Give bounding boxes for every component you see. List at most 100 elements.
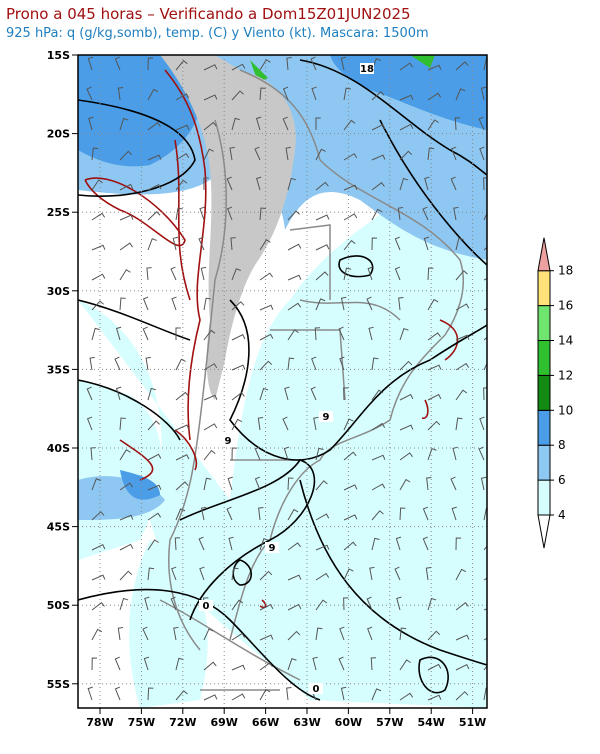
wind-barb xyxy=(86,86,93,101)
wind-barb xyxy=(170,596,177,611)
wind-barb xyxy=(315,148,326,161)
wind-barb xyxy=(88,116,94,131)
wind-barb xyxy=(395,536,402,551)
map-frame xyxy=(77,54,488,709)
wind-barb xyxy=(203,177,209,191)
wind-barb xyxy=(175,454,190,461)
wind-barb xyxy=(310,386,317,401)
wind-barb xyxy=(198,536,205,551)
wind-barb xyxy=(119,269,131,281)
wind-barb xyxy=(455,61,469,71)
wind-barb xyxy=(114,686,121,701)
colorbar-label: 6 xyxy=(558,473,566,487)
wind-barb xyxy=(147,238,157,251)
wind-barb xyxy=(343,153,358,161)
wind-barb xyxy=(423,236,430,251)
wind-barb xyxy=(427,298,439,311)
lon-label: 60W xyxy=(335,716,362,729)
wind-barb xyxy=(427,694,442,701)
wind-barb xyxy=(455,237,464,251)
wind-barb xyxy=(91,544,106,551)
wind-barb xyxy=(315,513,330,521)
wind-barb xyxy=(175,657,184,671)
wind-barb xyxy=(399,478,411,491)
wind-barb xyxy=(91,244,106,251)
wind-barb xyxy=(91,300,104,311)
wind-barb xyxy=(259,387,269,401)
colorbar-label: 16 xyxy=(558,299,573,313)
wind-barb xyxy=(226,176,233,191)
wind-barb xyxy=(340,686,347,701)
wind-barb xyxy=(142,626,149,641)
wind-barb xyxy=(315,117,321,131)
wind-barb xyxy=(426,477,432,491)
wind-barb xyxy=(171,296,177,311)
wind-barb xyxy=(91,657,98,671)
wind-barb xyxy=(367,626,373,641)
colorbar-label: 10 xyxy=(558,403,573,417)
wind-barb xyxy=(231,567,239,581)
wind-barb xyxy=(366,596,373,611)
wind-barb xyxy=(227,476,233,491)
wind-barb xyxy=(427,267,434,281)
wind-barb xyxy=(231,268,241,281)
wind-barb xyxy=(394,266,401,281)
wind-barb xyxy=(147,122,161,131)
lon-label: 78W xyxy=(86,716,113,729)
wind-barb xyxy=(231,301,245,311)
wind-barb xyxy=(119,297,126,311)
wind-barb xyxy=(255,176,262,191)
wind-barb xyxy=(427,630,441,641)
wind-barb xyxy=(315,480,328,491)
map-area: 18 9 9 9 0 0 xyxy=(78,55,487,708)
wind-barb xyxy=(315,599,328,611)
wind-barb xyxy=(427,64,442,71)
wind-barb xyxy=(450,176,457,191)
wind-barb xyxy=(198,236,205,251)
wind-barb xyxy=(343,418,354,431)
wind-barb xyxy=(258,507,264,521)
wind-barb xyxy=(175,59,188,71)
contour-label: 18 xyxy=(360,64,374,75)
wind-barb xyxy=(119,417,126,431)
wind-barb xyxy=(231,418,243,431)
wind-barb xyxy=(287,574,302,581)
contour-label-bg xyxy=(265,542,279,553)
wind-barb xyxy=(203,423,218,431)
wind-barb xyxy=(175,391,189,401)
wind-barb xyxy=(287,329,299,341)
colorbar-label: 12 xyxy=(558,368,573,382)
wind-barb xyxy=(175,124,190,131)
wind-barb xyxy=(371,357,379,371)
lon-label: 72W xyxy=(169,716,196,729)
wind-barb xyxy=(315,181,329,191)
wind-barb xyxy=(284,386,290,401)
wind-barb xyxy=(203,694,218,701)
wind-barb xyxy=(343,568,354,581)
wind-barb xyxy=(340,296,347,311)
wind-barb xyxy=(231,664,246,671)
wind-barb xyxy=(203,121,217,131)
wind-barb xyxy=(143,656,150,671)
wind-barb xyxy=(147,57,154,71)
lon-label: 54W xyxy=(417,716,444,729)
wind-barb xyxy=(175,93,190,101)
wind-barb xyxy=(231,391,245,401)
wind-barb xyxy=(287,542,301,551)
lat-label: 35S xyxy=(47,363,70,376)
wind-barb xyxy=(455,303,470,311)
subtitle: 925 hPa: q (g/kg,somb), temp. (C) y Vien… xyxy=(6,26,429,41)
wind-barb xyxy=(259,239,271,251)
wind-barb xyxy=(173,626,179,641)
wind-barb xyxy=(91,179,103,191)
wind-barb xyxy=(203,661,217,671)
wind-barb xyxy=(427,332,441,341)
contour-label: 9 xyxy=(225,436,232,447)
wind-barb xyxy=(455,270,468,281)
wind-barb xyxy=(396,596,402,611)
wind-barb xyxy=(422,536,429,551)
wind-barb xyxy=(454,117,461,131)
wind-barb xyxy=(175,207,183,221)
wind-barb xyxy=(91,273,106,281)
wind-barb xyxy=(119,543,134,551)
